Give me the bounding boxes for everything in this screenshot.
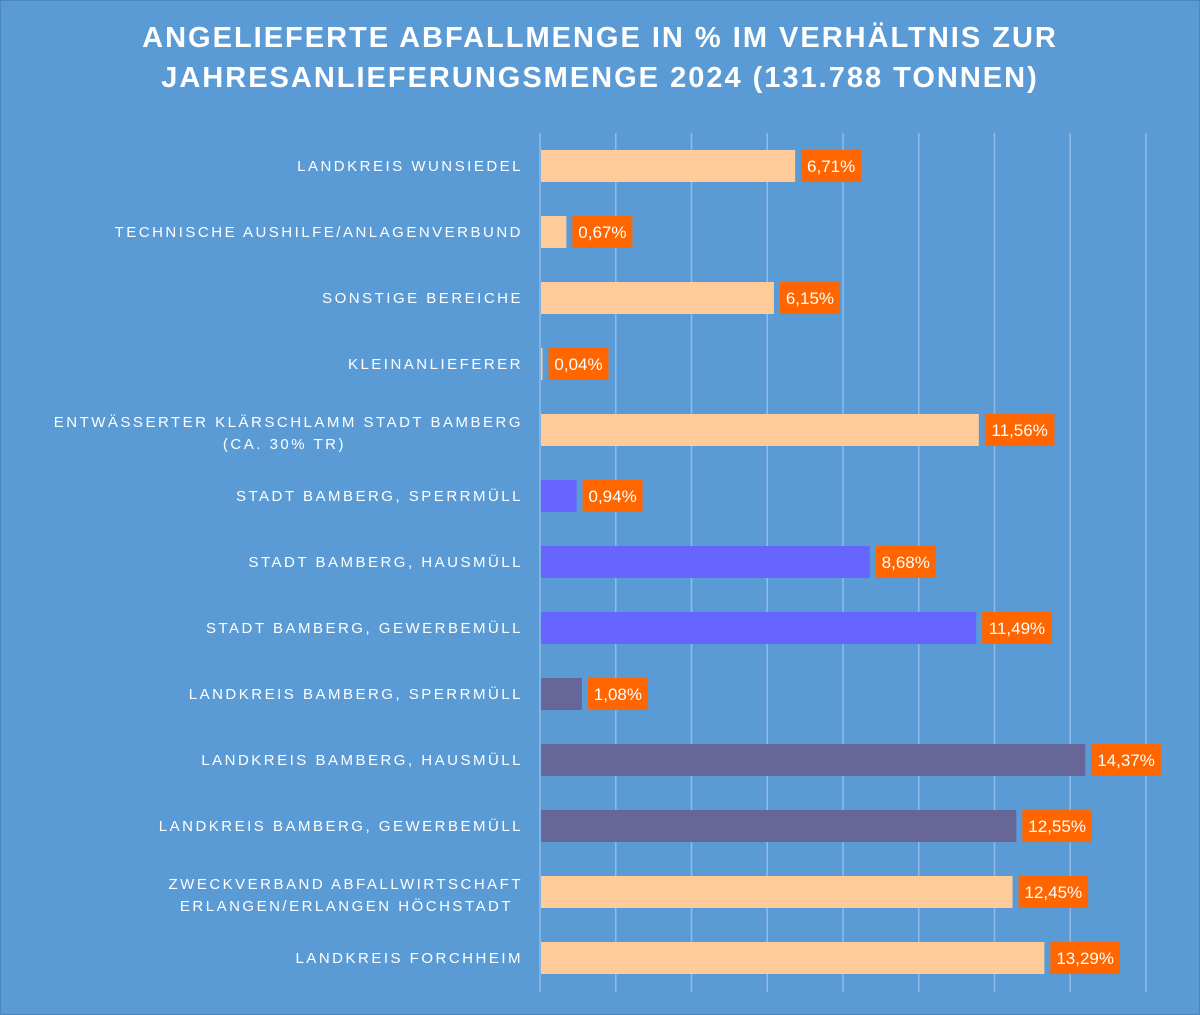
data-label-box: [582, 480, 643, 512]
category-label: STADT BAMBERG, GEWERBEMÜLL: [206, 619, 523, 637]
category-label-line: LANDKREIS FORCHHEIM: [295, 950, 523, 967]
category-label: LANDKREIS FORCHHEIM: [295, 950, 523, 967]
bar: [541, 810, 1017, 842]
data-label-box: [572, 216, 633, 248]
category-label: ENTWÄSSERTER KLÄRSCHLAMM STADT BAMBERG (C…: [54, 414, 523, 453]
data-label: 0,67%: [578, 223, 626, 242]
bar: [541, 282, 774, 314]
bar: [541, 744, 1086, 776]
category-label: LANDKREIS WUNSIEDEL: [297, 158, 523, 175]
bar: [541, 348, 543, 380]
data-label: 12,45%: [1025, 883, 1083, 902]
data-label-box: [982, 612, 1052, 644]
category-label: SONSTIGE BEREICHE: [322, 290, 523, 307]
bar: [541, 942, 1045, 974]
category-label-line: LANDKREIS BAMBERG, GEWERBEMÜLL: [159, 817, 523, 835]
data-label: 6,15%: [786, 289, 834, 308]
bar: [541, 546, 870, 578]
category-label-line: STADT BAMBERG, HAUSMÜLL: [249, 553, 524, 571]
bar: [541, 414, 979, 446]
data-label: 14,37%: [1097, 751, 1155, 770]
category-label-line: LANDKREIS WUNSIEDEL: [297, 158, 523, 175]
data-label: 11,49%: [989, 619, 1045, 638]
data-label: 6,71%: [807, 157, 855, 176]
category-label: TECHNISCHE AUSHILFE/ANLAGENVERBUND: [115, 224, 523, 241]
bar: [541, 876, 1013, 908]
category-label-line: TECHNISCHE AUSHILFE/ANLAGENVERBUND: [115, 224, 523, 241]
data-label-box: [779, 282, 840, 314]
data-label: 0,94%: [589, 487, 637, 506]
category-label-line: SONSTIGE BEREICHE: [322, 290, 523, 307]
data-label-box: [984, 414, 1055, 446]
data-label: 1,08%: [594, 685, 642, 704]
bar: [541, 612, 977, 644]
bar: [541, 678, 582, 710]
data-label-box: [801, 150, 862, 182]
category-label: ZWECKVERBAND ABFALLWIRTSCHAFT ERLANGEN/ER…: [169, 876, 524, 915]
category-label-line: ENTWÄSSERTER KLÄRSCHLAMM STADT BAMBERG: [54, 414, 523, 431]
bar: [541, 216, 567, 248]
data-label-box: [1050, 942, 1120, 974]
bar: [541, 150, 796, 182]
data-label: 12,55%: [1028, 817, 1086, 836]
data-label-box: [587, 678, 648, 710]
category-label-line: ERLANGEN/ERLANGEN HÖCHSTADT: [180, 897, 513, 915]
category-label-line: ZWECKVERBAND ABFALLWIRTSCHAFT: [169, 876, 524, 893]
category-label-line: KLEINANLIEFERER: [348, 356, 523, 373]
category-label: LANDKREIS BAMBERG, SPERRMÜLL: [189, 685, 523, 703]
data-label: 0,04%: [554, 355, 602, 374]
category-label: LANDKREIS BAMBERG, GEWERBEMÜLL: [159, 817, 523, 835]
category-label-line: STADT BAMBERG, SPERRMÜLL: [236, 487, 523, 505]
category-label: STADT BAMBERG, HAUSMÜLL: [249, 553, 524, 571]
data-label-box: [1022, 810, 1092, 842]
data-label-box: [1018, 876, 1089, 908]
chart-title: ANGELIEFERTE ABFALLMENGE IN % IM VERHÄLT…: [0, 18, 1200, 98]
title-line-2: JAHRESANLIEFERUNGSMENGE 2024 (131.788 TO…: [161, 62, 1039, 94]
data-label: 11,56%: [991, 421, 1047, 440]
category-label: STADT BAMBERG, SPERRMÜLL: [236, 487, 523, 505]
category-label: KLEINANLIEFERER: [348, 356, 523, 373]
data-label-box: [875, 546, 936, 578]
data-label: 13,29%: [1056, 949, 1114, 968]
title-line-1: ANGELIEFERTE ABFALLMENGE IN % IM VERHÄLT…: [142, 22, 1058, 54]
data-label-box: [1091, 744, 1161, 776]
data-label-box: [548, 348, 609, 380]
category-label-line: STADT BAMBERG, GEWERBEMÜLL: [206, 619, 523, 637]
bar: [541, 480, 577, 512]
category-label-line: LANDKREIS BAMBERG, HAUSMÜLL: [201, 751, 523, 769]
category-label-line: (CA. 30% TR): [223, 436, 346, 453]
data-label: 8,68%: [882, 553, 930, 572]
category-label: LANDKREIS BAMBERG, HAUSMÜLL: [201, 751, 523, 769]
category-label-line: LANDKREIS BAMBERG, SPERRMÜLL: [189, 685, 523, 703]
